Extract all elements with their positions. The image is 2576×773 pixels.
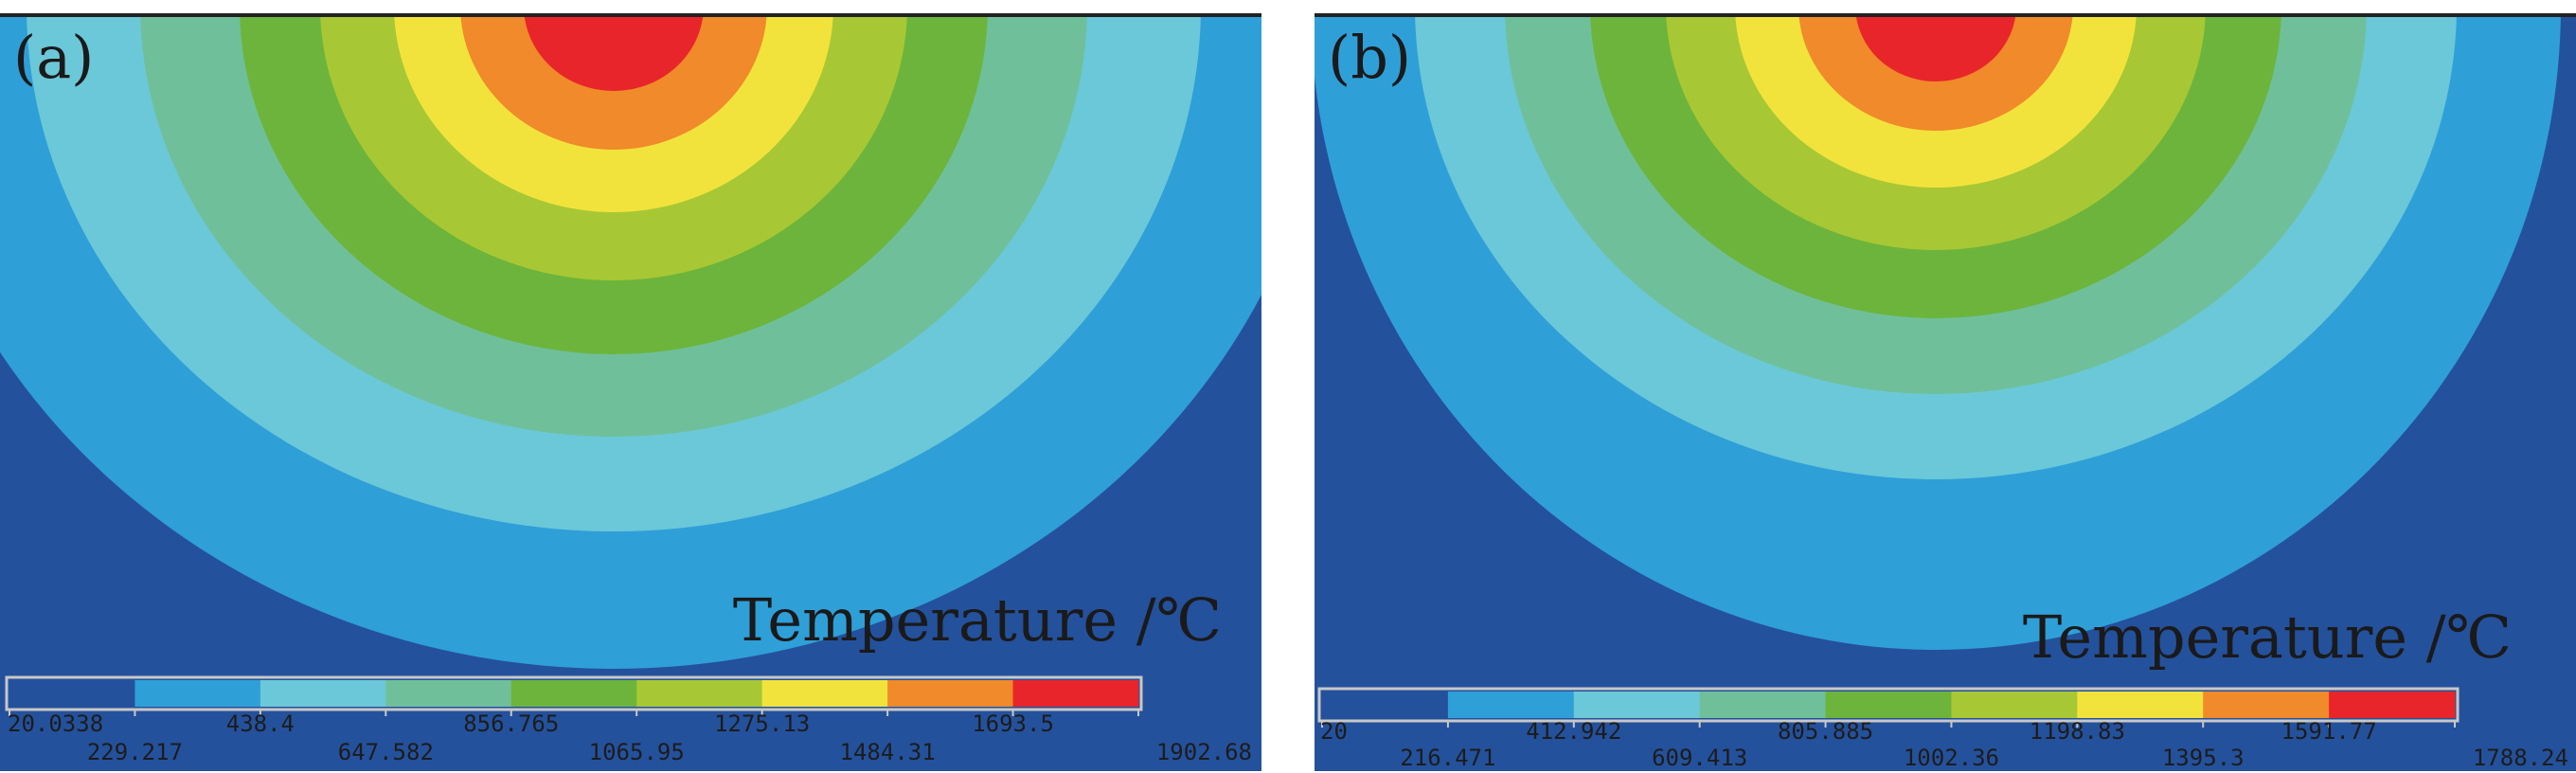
colorbar-frame [5,675,1143,711]
colorbar-segment-3 [385,680,512,707]
colorbar-tick-label: 1198.83 [2030,718,2125,745]
colorbar-tick-label: 229.217 [87,739,183,765]
contour-band-level-8 [1855,13,2016,81]
colorbar-tick-label: 438.4 [226,710,295,737]
panel-a-label: (a) [13,23,94,92]
colorbar-segment-6 [2077,692,2204,718]
panel-a-contour-map [0,13,1261,669]
colorbar-tick-label: 20.0338 [8,710,103,737]
colorbar-tick-label: 1693.5 [972,710,1054,737]
colorbar-tick-label: 1275.13 [714,710,810,737]
colorbar-tick-label: 1065.95 [589,739,685,765]
colorbar-segment-0 [1322,692,1449,718]
colorbar-segment-8 [1012,680,1139,707]
contour-band-level-8 [524,13,704,91]
colorbar-tick-label: 1002.36 [1904,745,1999,771]
colorbar-tick-label: 216.471 [1400,745,1495,771]
colorbar-tick-label: 805.885 [1778,718,1873,745]
colorbar-segment-2 [259,680,386,707]
colorbar-tick-label: 412.942 [1526,718,1621,745]
colorbar-tick-label: 647.582 [338,739,434,765]
colorbar-segment-7 [887,680,1014,707]
colorbar-segment-4 [510,680,637,707]
panel-b-contour-map [1315,13,2561,650]
colorbar-segment-4 [1825,692,1952,718]
colorbar-tick-label: 1902.68 [1156,739,1252,765]
panel-b-label: (b) [1328,23,1411,92]
colorbar-segment-1 [1447,692,1575,718]
colorbar-segment-8 [2329,692,2456,718]
colorbar-tick-label: 609.413 [1652,745,1747,771]
colorbar-segment-7 [2203,692,2330,718]
panel-b-legend-title: Temperature /℃ [2023,602,2512,672]
colorbar-segment-1 [134,680,261,707]
panel-a-legend-title: Temperature /℃ [733,585,1222,655]
colorbar-tick-label: 1591.77 [2281,718,2377,745]
panel-b: (b) Temperature /℃ 20 216.471 412.942 609.4… [1315,13,2576,771]
colorbar-tick-label: 20 [1320,718,1348,745]
panel-b-colorbar: 20 216.471 412.942 609.413 805.885 1002.36 119… [1317,687,2568,771]
colorbar-segment-3 [1699,692,1827,718]
colorbar-segment-5 [636,680,763,707]
colorbar-tick-label: 1788.24 [2473,745,2568,771]
colorbar-tick-label: 1484.31 [840,739,936,765]
colorbar-segment-6 [761,680,888,707]
colorbar-segment-5 [1951,692,2078,718]
colorbar-tick-label: 1395.3 [2162,745,2245,771]
colorbar-segment-2 [1573,692,1701,718]
colorbar-frame [1317,687,2460,723]
colorbar-segment-0 [9,680,135,707]
colorbar-tick-label: 856.765 [463,710,559,737]
